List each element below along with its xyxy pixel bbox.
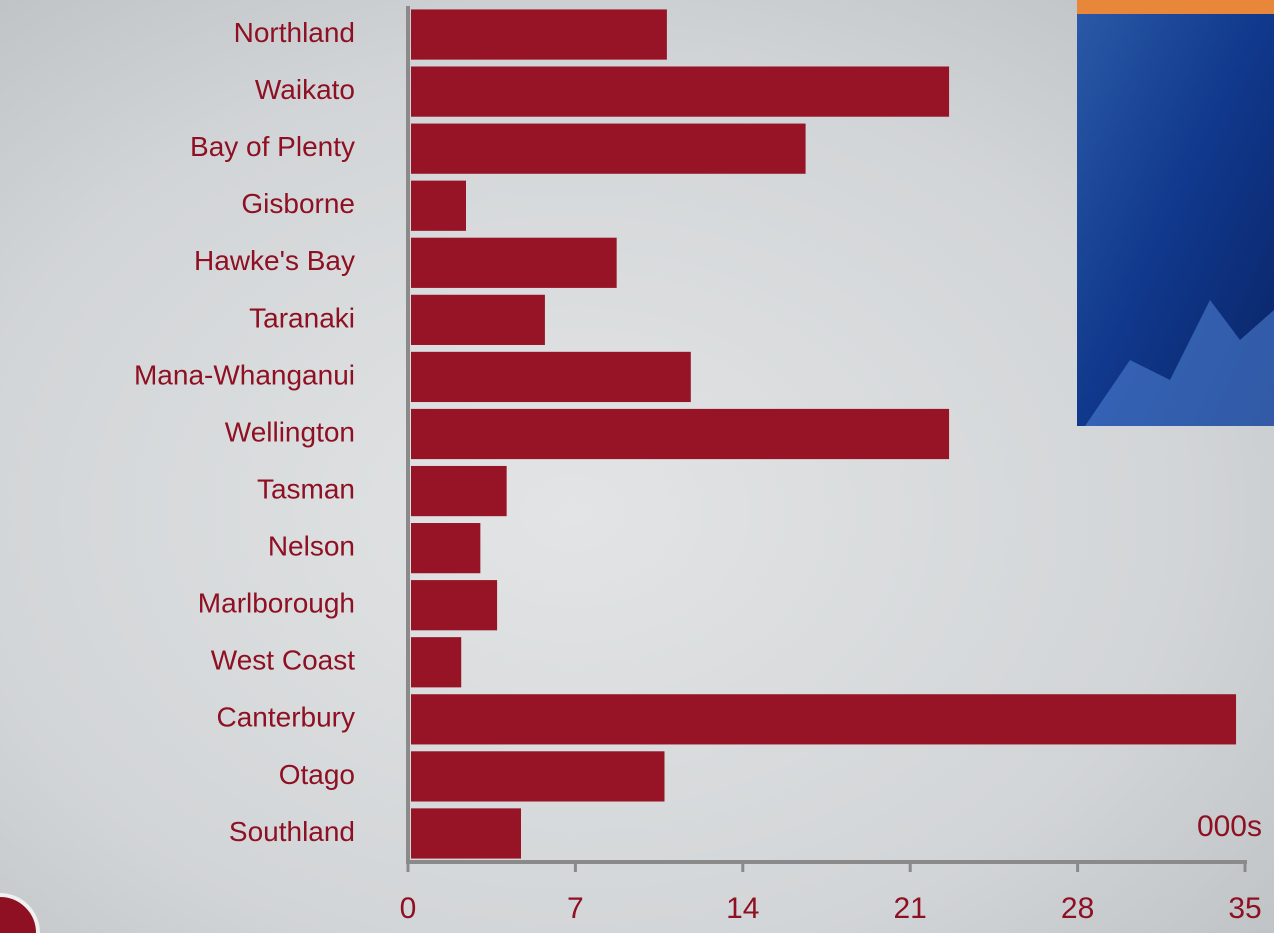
unit-label: 000s — [1197, 810, 1262, 843]
bar — [411, 295, 545, 345]
category-label: Canterbury — [216, 702, 355, 733]
bar — [411, 580, 497, 630]
category-label: Gisborne — [241, 188, 355, 219]
x-tick-label: 14 — [726, 892, 759, 925]
bar — [411, 352, 691, 402]
category-label: Nelson — [268, 531, 355, 562]
bar — [411, 466, 507, 516]
x-tick-label: 0 — [400, 892, 417, 925]
category-label: Taranaki — [249, 302, 355, 333]
category-label: Otago — [279, 759, 355, 790]
category-label: Hawke's Bay — [194, 245, 355, 276]
category-label: Tasman — [257, 473, 355, 504]
bar — [411, 751, 664, 801]
bar — [411, 124, 806, 174]
bar — [411, 66, 949, 116]
bar — [411, 181, 466, 231]
x-tick-label: 28 — [1061, 892, 1094, 925]
bar — [411, 523, 480, 573]
bar — [411, 637, 461, 687]
photo — [1077, 0, 1274, 426]
x-tick-label: 7 — [567, 892, 584, 925]
category-label: Southland — [229, 816, 355, 847]
bar — [411, 694, 1236, 744]
category-label: Waikato — [255, 74, 355, 105]
category-label: Northland — [234, 17, 355, 48]
chart: Northland Waikato Bay of Plenty Gisborne Haw… — [0, 0, 1274, 933]
page: {"chart_data": {"type": "hbar", "unit_la… — [0, 0, 1274, 933]
bar — [411, 409, 949, 459]
category-label: Marlborough — [198, 588, 355, 619]
category-label: Wellington — [225, 416, 355, 447]
category-label: Mana-Whanganui — [134, 359, 355, 390]
bar — [411, 808, 521, 858]
bar — [411, 238, 617, 288]
x-tick-label: 35 — [1228, 892, 1261, 925]
bar — [411, 9, 667, 59]
category-label: West Coast — [211, 645, 355, 676]
x-tick-label: 21 — [894, 892, 927, 925]
category-label: Bay of Plenty — [190, 131, 355, 162]
